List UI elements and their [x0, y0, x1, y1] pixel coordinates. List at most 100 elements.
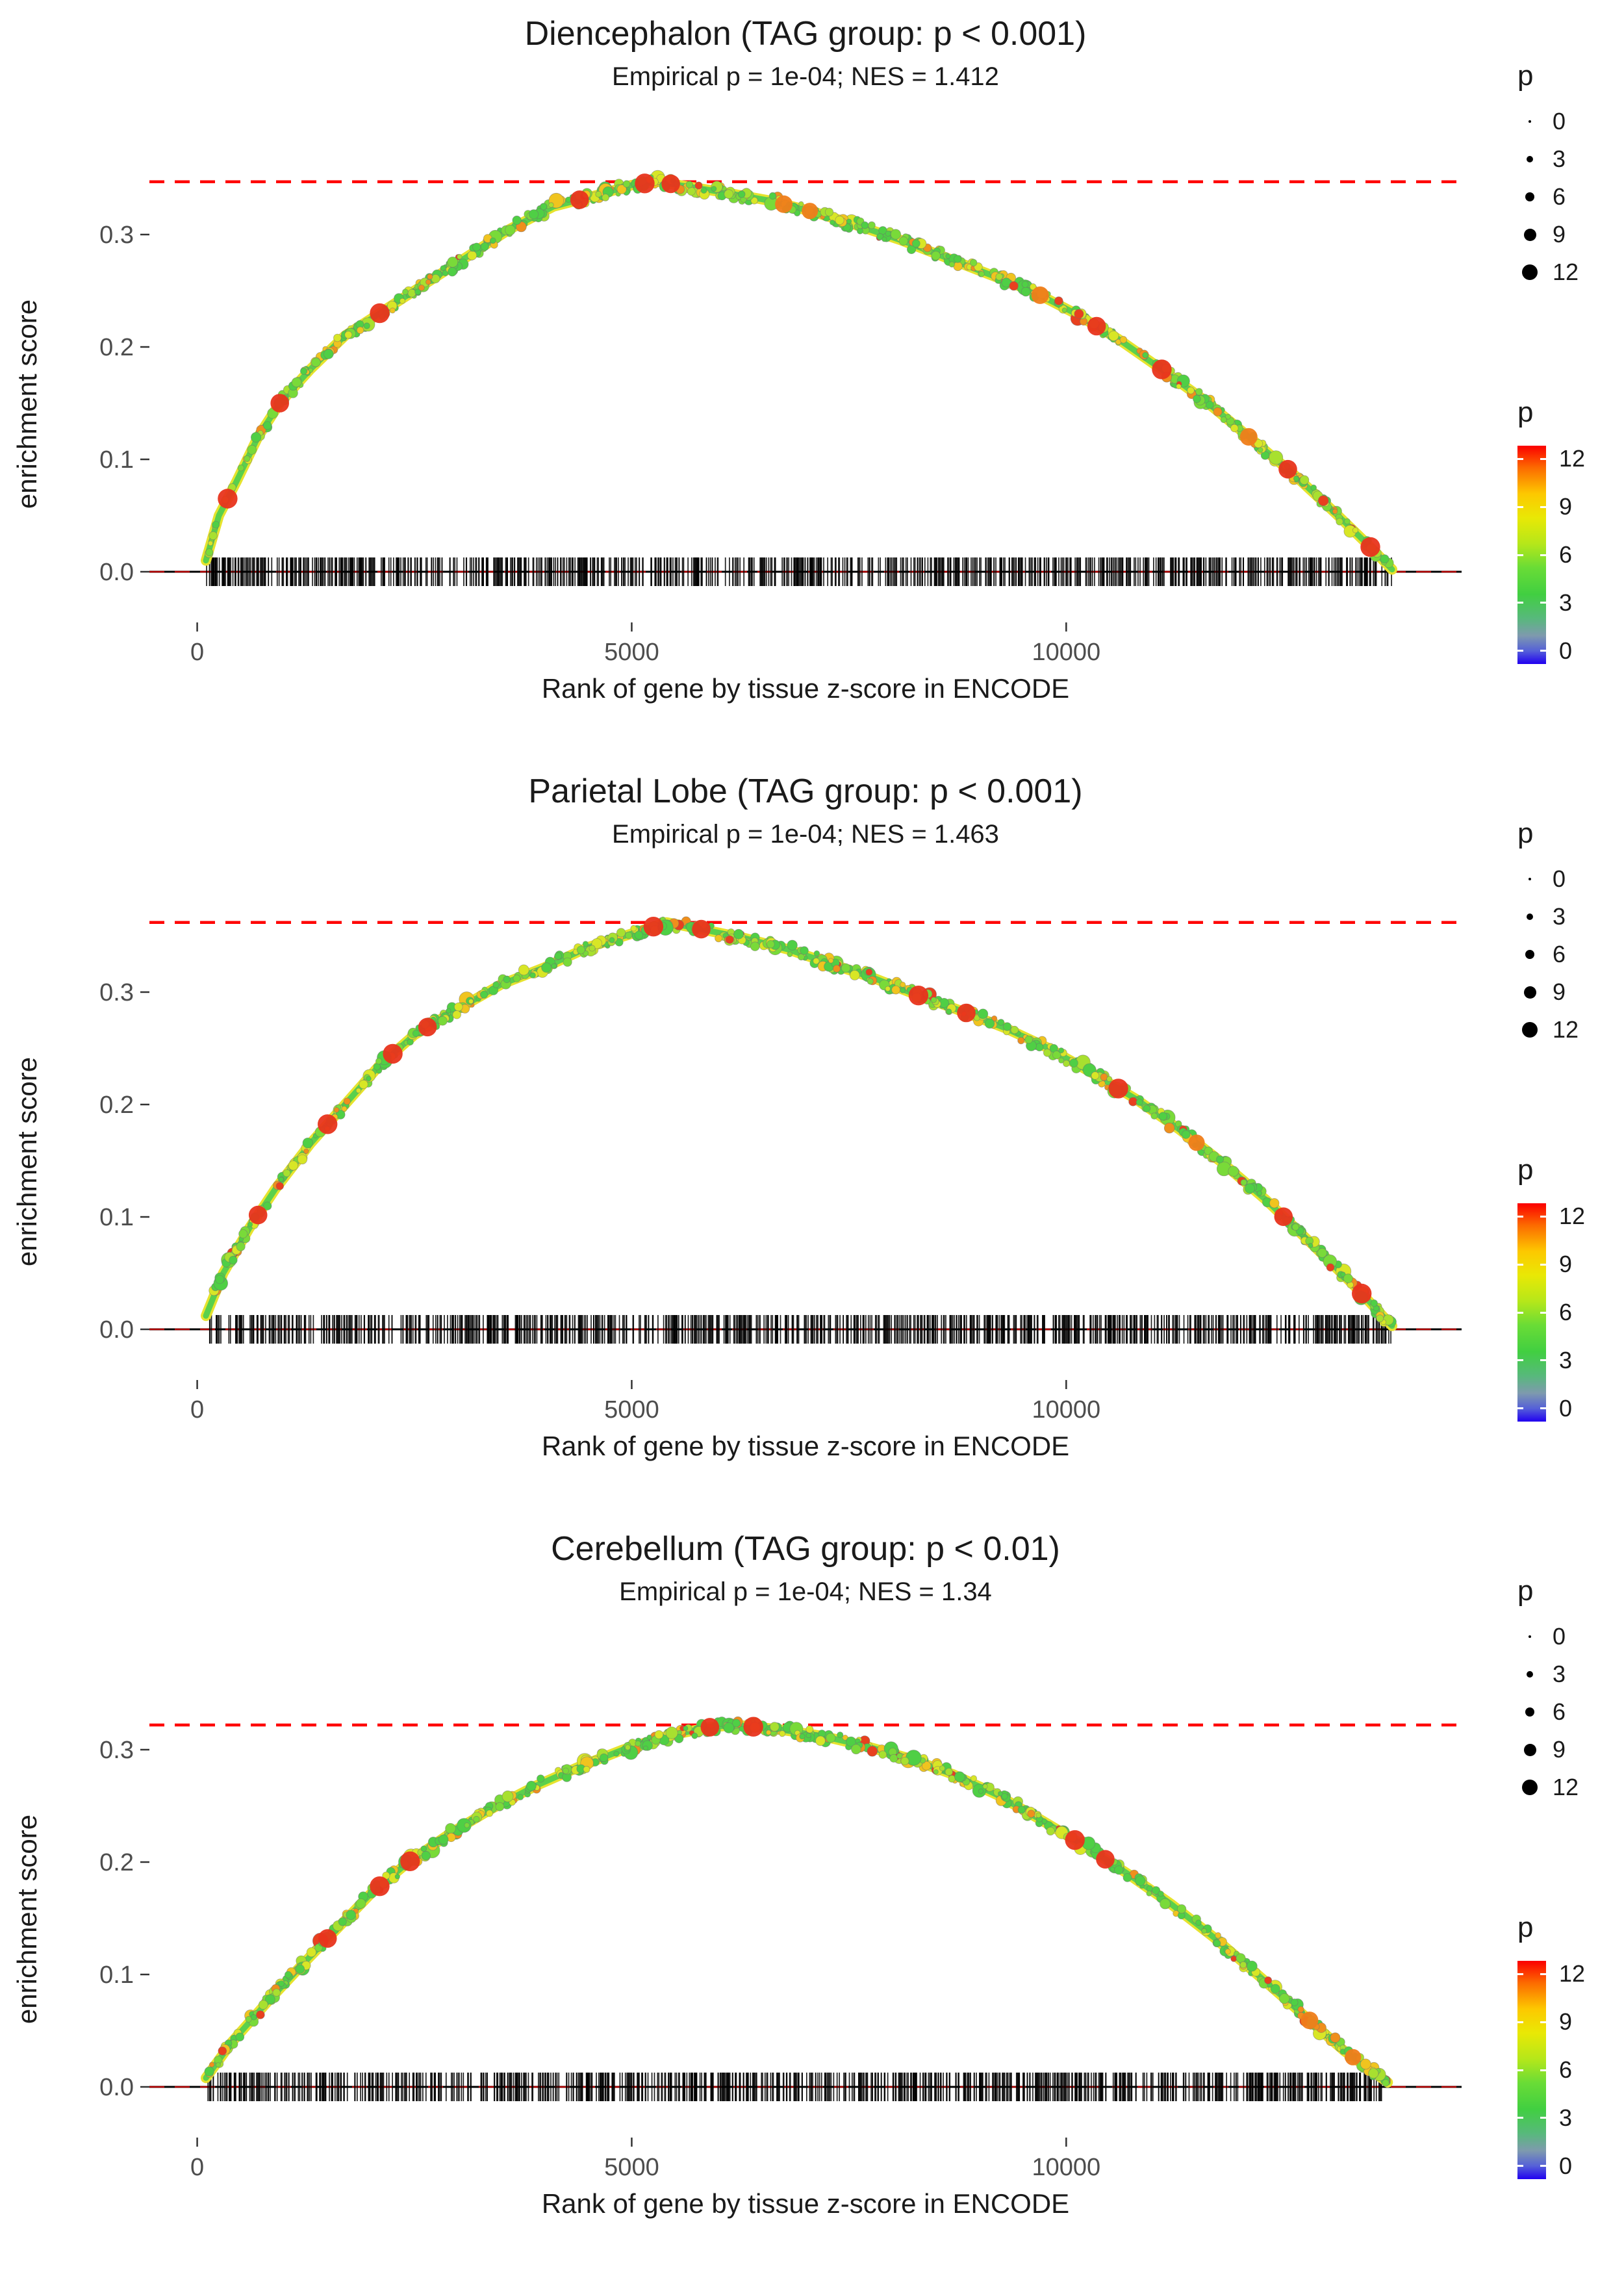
colorbar-tick-label: 3 — [1559, 2104, 1573, 2131]
colorbar-tick — [1517, 1407, 1523, 1410]
gene-position-rug — [209, 1315, 1391, 1344]
size-legend-dot — [1527, 1671, 1533, 1678]
size-legend-label: 0 — [1553, 1623, 1566, 1650]
size-legend-title: p — [1517, 817, 1534, 849]
colorbar-tick — [1540, 1263, 1546, 1266]
colorbar-tick — [1517, 2117, 1523, 2119]
enrichment-curve — [203, 919, 1395, 1329]
color-legend-title: p — [1517, 1154, 1534, 1186]
size-legend-dot — [1527, 156, 1533, 162]
colorbar-tick — [1540, 1215, 1546, 1218]
size-legend-dot — [1529, 120, 1531, 123]
y-tick-label: 0.3 — [99, 979, 134, 1006]
size-legend-dot-cell — [1517, 980, 1542, 1004]
size-legend-row: 12 — [1517, 253, 1579, 291]
colorbar-wrap: 12 9 6 3 0 — [1517, 1203, 1621, 1422]
enrichment-chart-parietal-lobe: Parietal Lobe (TAG group: p < 0.001) Emp… — [0, 758, 1624, 1515]
size-legend-dot — [1525, 1707, 1534, 1717]
plot-area: 0 5000 10000 0.0 0.1 0.2 0.3 — [99, 916, 1462, 1424]
colorbar-tick — [1540, 1973, 1546, 1975]
gene-position-rug — [206, 557, 1392, 586]
colorbar-tick-label: 3 — [1559, 589, 1573, 616]
size-legend-label: 3 — [1553, 146, 1566, 172]
colorbar-tick-label: 9 — [1559, 1251, 1573, 1278]
y-tick-label: 0.0 — [99, 1316, 134, 1344]
size-legend-dot-cell — [1517, 1017, 1542, 1042]
enrichment-curve — [203, 179, 1395, 572]
size-legend-row: 6 — [1517, 1693, 1579, 1731]
size-legend-rows: 0 3 6 9 12 — [1517, 1618, 1579, 1806]
plot-area: 0 5000 10000 0.0 0.1 0.2 0.3 — [99, 170, 1462, 666]
x-axis-label: Rank of gene by tissue z-score in ENCODE — [541, 673, 1070, 704]
colorbar-wrap: 12 9 6 3 0 — [1517, 1960, 1621, 2179]
size-legend-dot — [1529, 1635, 1531, 1638]
size-legend-dot-cell — [1517, 1700, 1542, 1724]
chart-title: Parietal Lobe (TAG group: p < 0.001) — [528, 773, 1083, 810]
colorbar-tick — [1540, 2069, 1546, 2071]
size-legend-title: p — [1517, 1575, 1534, 1607]
size-legend-label: 6 — [1553, 1698, 1566, 1725]
size-legend-row: 3 — [1517, 1655, 1579, 1693]
colorbar-tick — [1540, 554, 1546, 556]
colorbar-tick — [1517, 1215, 1523, 1218]
size-legend-dot — [1523, 986, 1536, 999]
chart-subtitle: Empirical p = 1e-04; NES = 1.34 — [619, 1578, 992, 1606]
size-legend-row: 6 — [1517, 178, 1579, 216]
colorbar-tick — [1540, 2117, 1546, 2119]
size-legend-label: 0 — [1553, 865, 1566, 892]
chart-title: Cerebellum (TAG group: p < 0.01) — [551, 1530, 1060, 1568]
y-tick-label: 0.0 — [99, 559, 134, 586]
size-legend-dot — [1523, 1743, 1536, 1756]
x-tick-label: 0 — [190, 639, 204, 666]
colorbar-tick-label: 0 — [1559, 2152, 1573, 2179]
colorbar-tick-label: 0 — [1559, 1394, 1573, 1422]
colorbar-tick — [1517, 2069, 1523, 2071]
colorbar-tick — [1517, 2165, 1523, 2167]
colorbar-tick — [1540, 1311, 1546, 1314]
colorbar-tick — [1517, 1311, 1523, 1314]
size-legend-dot-cell — [1517, 222, 1542, 247]
colorbar-tick-label: 12 — [1559, 1203, 1586, 1230]
enrichment-curve-halo — [201, 1719, 1393, 2088]
y-tick-label: 0.1 — [99, 446, 134, 474]
high-p-gene-points — [248, 917, 1372, 1304]
size-legend-label: 9 — [1553, 221, 1566, 248]
size-legend-dot-cell — [1517, 185, 1542, 209]
enrichment-chart-diencephalon: Diencephalon (TAG group: p < 0.001) Empi… — [0, 0, 1624, 758]
gene-position-rug — [207, 2073, 1382, 2101]
size-legend-dot — [1525, 950, 1534, 959]
size-legend-dot-cell — [1517, 1624, 1542, 1649]
size-legend: p 0 3 6 9 12 — [1517, 60, 1579, 291]
colorbar-tick — [1517, 505, 1523, 508]
colorbar-tick — [1517, 1973, 1523, 1975]
x-tick-label: 10000 — [1032, 1396, 1100, 1424]
gene-score-points — [209, 916, 1397, 1327]
size-legend-label: 12 — [1553, 1774, 1579, 1800]
color-legend-title: p — [1517, 396, 1534, 428]
size-legend-dot-cell — [1517, 147, 1542, 172]
enrichment-curve-halo — [201, 917, 1397, 1331]
size-legend-row: 12 — [1517, 1011, 1579, 1049]
y-tick-label: 0.3 — [99, 1737, 134, 1764]
size-legend-label: 3 — [1553, 903, 1566, 930]
y-tick-label: 0.1 — [99, 1204, 134, 1231]
colorbar-tick — [1517, 650, 1523, 652]
x-tick-label: 5000 — [604, 2154, 659, 2181]
colorbar-tick — [1540, 650, 1546, 652]
size-legend-dot — [1529, 878, 1531, 880]
legend-panel: p 0 3 6 9 12 p 12 9 6 3 0 — [1512, 758, 1624, 1515]
chart-subtitle: Empirical p = 1e-04; NES = 1.463 — [612, 820, 999, 849]
x-axis-label: Rank of gene by tissue z-score in ENCODE — [541, 2188, 1070, 2219]
color-legend: p 12 9 6 3 0 — [1517, 1911, 1621, 2179]
size-legend-label: 3 — [1553, 1661, 1566, 1687]
x-tick-label: 0 — [190, 1396, 204, 1424]
size-legend-dot-cell — [1517, 1737, 1542, 1762]
size-legend-row: 0 — [1517, 1618, 1579, 1655]
size-legend-label: 6 — [1553, 183, 1566, 210]
colorbar-tick — [1540, 2165, 1546, 2167]
size-legend-row: 3 — [1517, 140, 1579, 178]
enrichment-chart-cerebellum: Cerebellum (TAG group: p < 0.01) Empiric… — [0, 1515, 1624, 2273]
x-tick-label: 10000 — [1032, 639, 1100, 666]
size-legend-dot-cell — [1517, 260, 1542, 285]
x-tick-label: 5000 — [604, 1396, 659, 1424]
